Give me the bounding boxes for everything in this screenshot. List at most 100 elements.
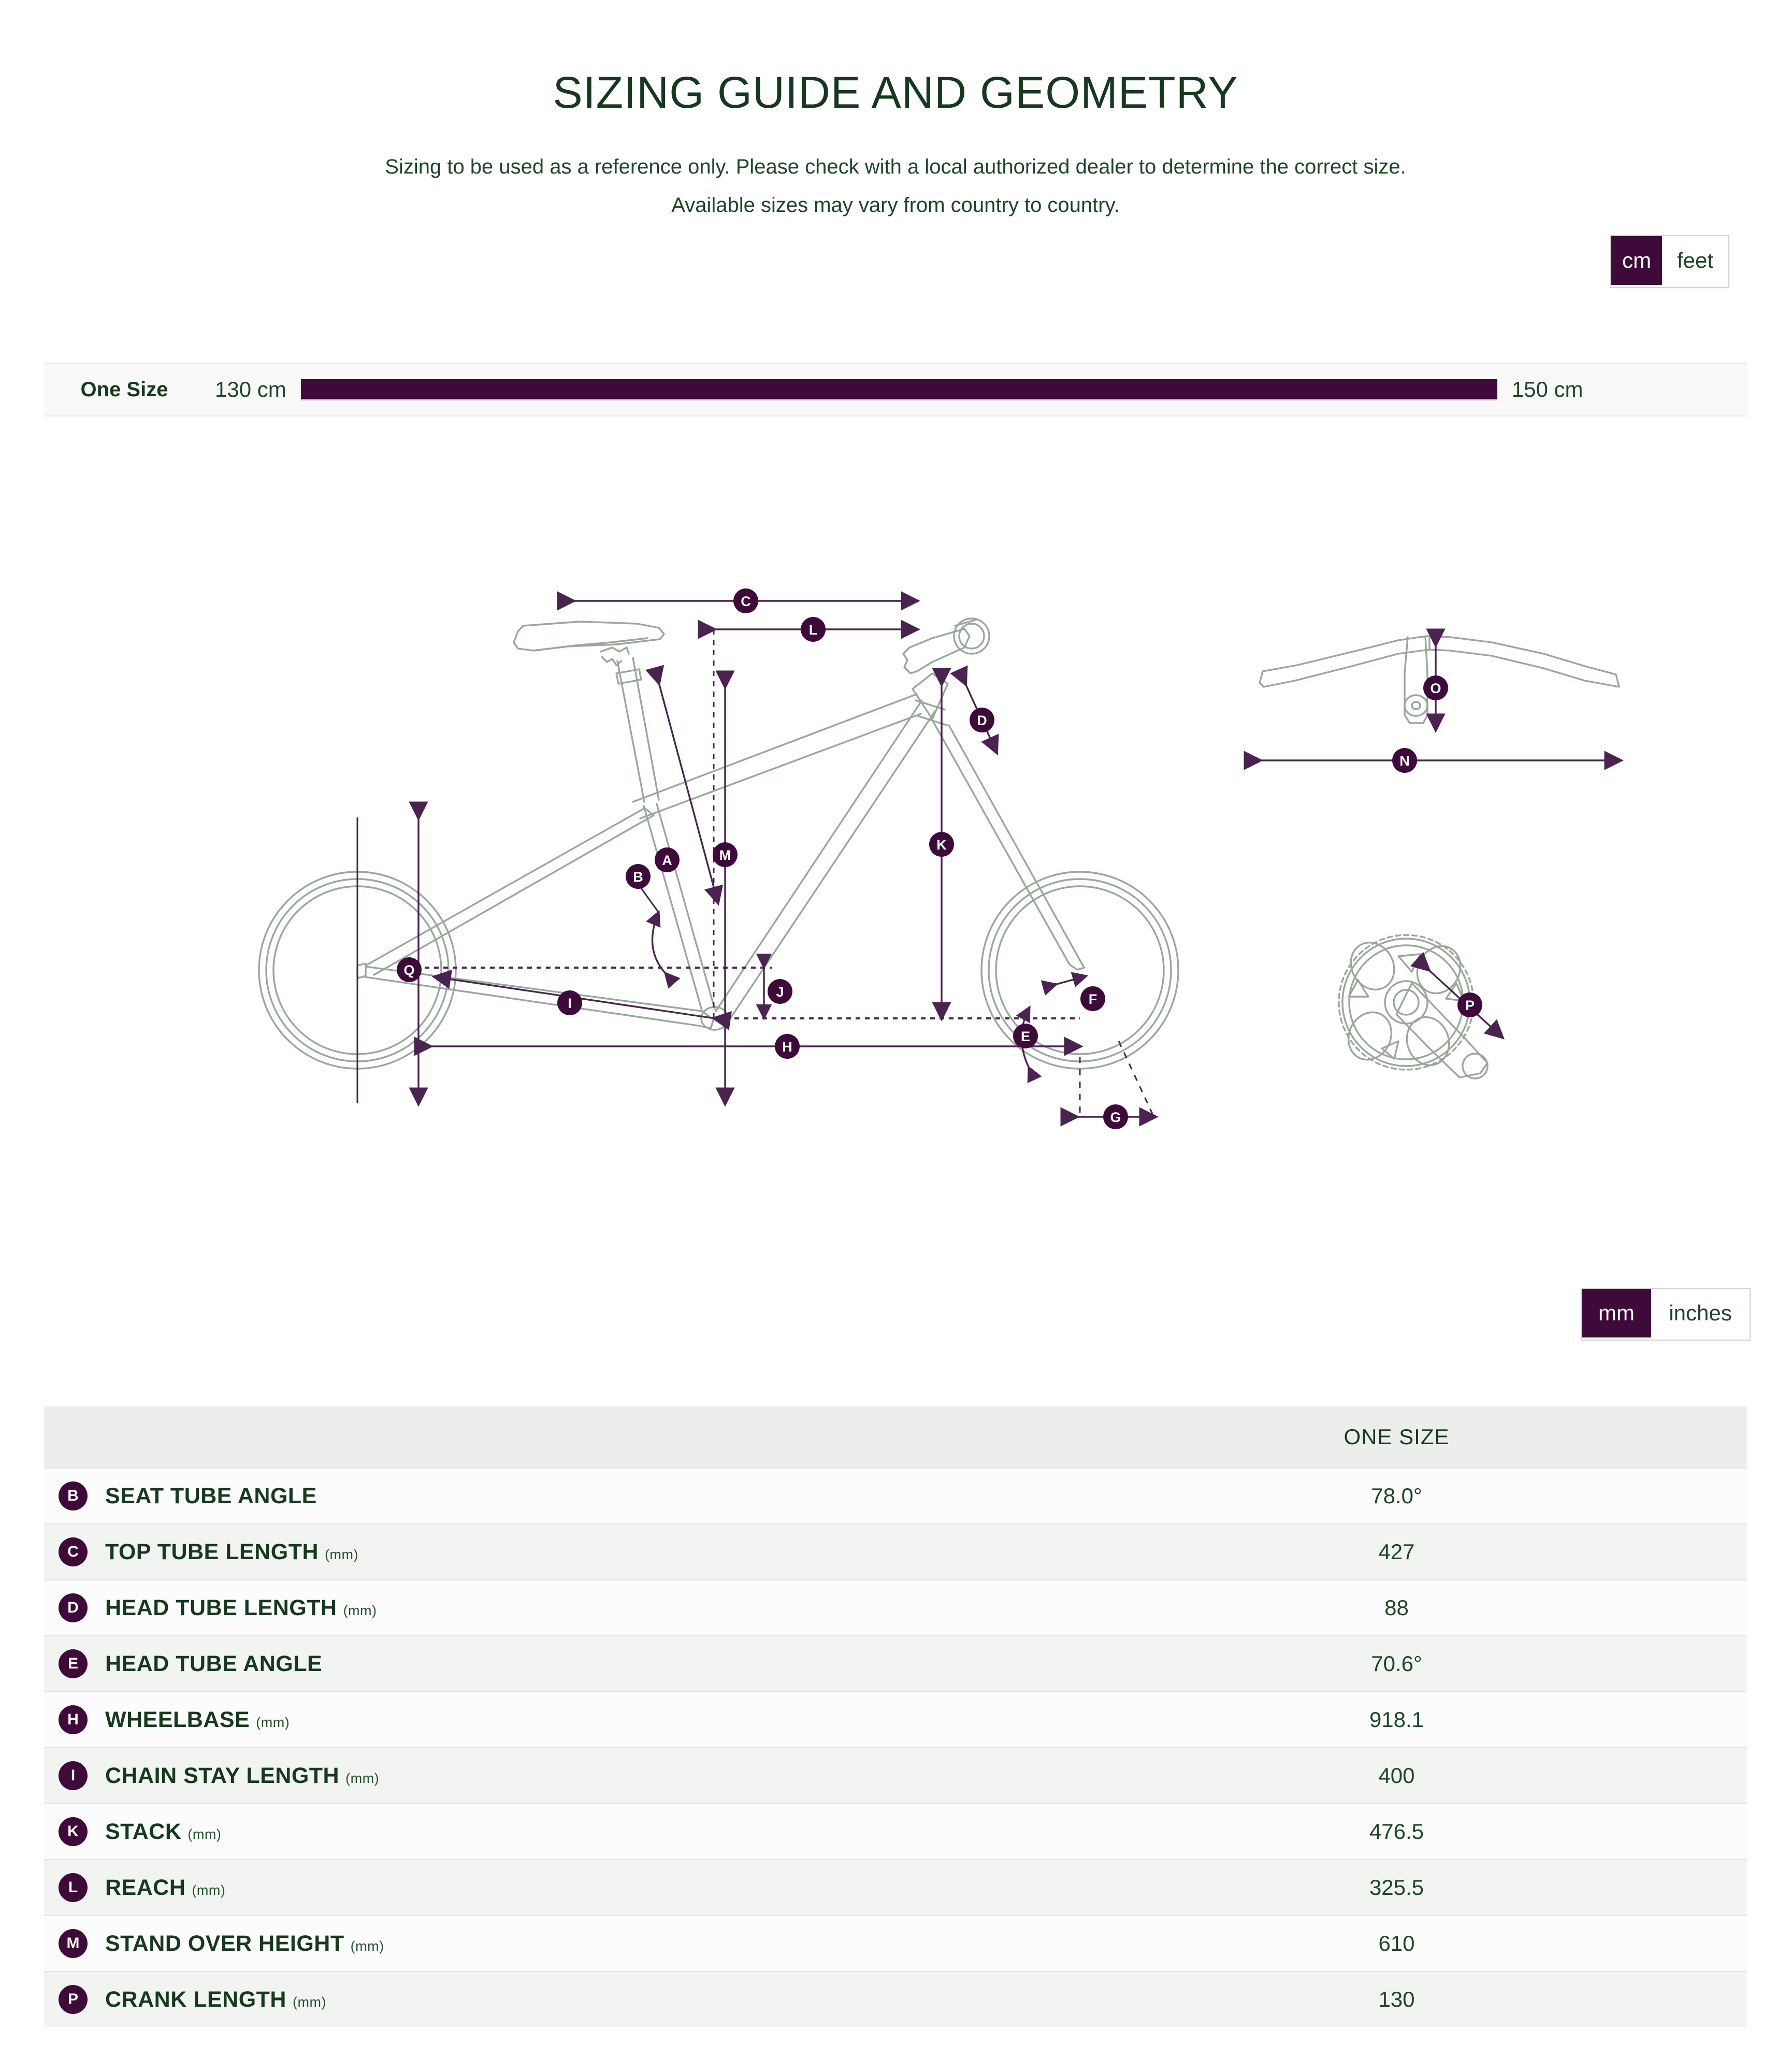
parameter-unit: (mm) [187, 1826, 222, 1842]
parameter-badge: B [59, 1481, 88, 1510]
svg-text:H: H [782, 1039, 792, 1055]
size-range-min: 130 cm [215, 377, 286, 401]
geometry-table: ONE SIZE B SEAT TUBE ANGLE 78.0° C TOP TUBE … [44, 1406, 1747, 2027]
table-cell-value: 400 [1378, 1763, 1415, 1788]
table-row: E HEAD TUBE ANGLE 70.6° [44, 1635, 1747, 1691]
svg-text:M: M [719, 847, 731, 863]
parameter-name: CHAIN STAY LENGTH (mm) [105, 1763, 380, 1788]
callout-H: H [775, 1034, 800, 1059]
table-cell-parameter: H WHEELBASE (mm) [44, 1705, 1046, 1734]
callout-K: K [929, 832, 954, 857]
parameter-name: REACH (mm) [105, 1875, 226, 1900]
table-cell-parameter: C TOP TUBE LENGTH (mm) [44, 1537, 1046, 1566]
svg-text:K: K [936, 837, 947, 853]
table-row: I CHAIN STAY LENGTH (mm) 400 [44, 1747, 1747, 1803]
table-cell-value: 427 [1378, 1539, 1415, 1564]
parameter-unit: (mm) [192, 1882, 226, 1898]
table-cell-parameter: D HEAD TUBE LENGTH (mm) [44, 1593, 1046, 1622]
size-label: One Size [80, 378, 168, 401]
table-row: D HEAD TUBE LENGTH (mm) 88 [44, 1579, 1747, 1635]
table-body: B SEAT TUBE ANGLE 78.0° C TOP TUBE LENGTH (mm… [44, 1467, 1747, 2027]
table-row: M STAND OVER HEIGHT (mm) 610 [44, 1915, 1747, 1971]
svg-text:F: F [1089, 991, 1097, 1007]
table-row: L REACH (mm) 325.5 [44, 1859, 1747, 1915]
subtitle-line-1: Sizing to be used as a reference only. P… [385, 155, 1406, 178]
parameter-name: TOP TUBE LENGTH (mm) [105, 1539, 359, 1564]
table-cell-value: 88 [1384, 1595, 1409, 1620]
svg-text:E: E [1021, 1029, 1030, 1044]
table-row: C TOP TUBE LENGTH (mm) 427 [44, 1523, 1747, 1579]
diagram-callouts: C L D A M K B [397, 588, 1482, 1129]
table-cell-parameter: K STACK (mm) [44, 1817, 1046, 1846]
parameter-name: STACK (mm) [105, 1819, 222, 1844]
callout-M: M [713, 842, 738, 867]
table-cell-value: 325.5 [1369, 1875, 1424, 1900]
bike-diagram-svg: C L D A M K B [258, 588, 1624, 1129]
table-row: B SEAT TUBE ANGLE 78.0° [44, 1467, 1747, 1523]
parameter-name: CRANK LENGTH (mm) [105, 1987, 326, 2012]
table-cell-value: 476.5 [1369, 1819, 1424, 1844]
table-cell-parameter: P CRANK LENGTH (mm) [44, 1985, 1046, 2014]
callout-L: L [801, 617, 826, 642]
table-cell-value: 610 [1378, 1931, 1415, 1955]
svg-text:L: L [809, 622, 818, 638]
parameter-name: HEAD TUBE ANGLE [105, 1651, 323, 1676]
parameter-badge: K [59, 1817, 88, 1846]
svg-text:Q: Q [403, 962, 414, 978]
table-row: K STACK (mm) 476.5 [44, 1803, 1747, 1859]
table-cell-value: 70.6° [1371, 1651, 1422, 1676]
table-cell-parameter: M STAND OVER HEIGHT (mm) [44, 1929, 1046, 1958]
parameter-badge: L [59, 1873, 88, 1902]
callout-I: I [557, 990, 582, 1015]
callout-C: C [733, 588, 758, 613]
parameter-name: HEAD TUBE LENGTH (mm) [105, 1595, 377, 1620]
parameter-badge: E [59, 1649, 88, 1678]
table-cell-parameter: E HEAD TUBE ANGLE [44, 1649, 1046, 1678]
callout-A: A [655, 847, 680, 872]
table-cell-parameter: B SEAT TUBE ANGLE [44, 1481, 1046, 1510]
callout-P: P [1457, 992, 1482, 1017]
unit-option-feet[interactable]: feet [1662, 236, 1728, 285]
svg-text:I: I [568, 996, 572, 1011]
callout-G: G [1103, 1104, 1128, 1129]
page-subtitle: Sizing to be used as a reference only. P… [0, 148, 1791, 224]
height-unit-toggle[interactable]: cm feet [1610, 235, 1729, 288]
parameter-name: STAND OVER HEIGHT (mm) [105, 1931, 384, 1956]
subtitle-line-2: Available sizes may vary from country to… [671, 194, 1120, 217]
callout-N: N [1392, 748, 1417, 773]
unit-option-mm[interactable]: mm [1582, 1289, 1651, 1337]
parameter-badge: C [59, 1537, 88, 1566]
parameter-unit: (mm) [325, 1546, 359, 1562]
parameter-unit: (mm) [292, 1994, 326, 2010]
table-cell-parameter: I CHAIN STAY LENGTH (mm) [44, 1761, 1046, 1790]
table-cell-value: 78.0° [1371, 1484, 1422, 1508]
callout-E: E [1013, 1024, 1038, 1048]
svg-text:O: O [1430, 681, 1441, 696]
page-title: SIZING GUIDE AND GEOMETRY [553, 67, 1238, 118]
svg-text:J: J [776, 984, 784, 1000]
parameter-unit: (mm) [256, 1714, 290, 1730]
svg-text:C: C [741, 594, 751, 609]
measure-unit-toggle[interactable]: mm inches [1581, 1288, 1751, 1341]
table-row: H WHEELBASE (mm) 918.1 [44, 1691, 1747, 1747]
table-header-row: ONE SIZE [44, 1406, 1747, 1467]
parameter-badge: P [59, 1985, 88, 2014]
size-range-row: One Size 130 cm 150 cm [44, 363, 1747, 416]
unit-option-inches[interactable]: inches [1651, 1289, 1750, 1337]
svg-text:G: G [1110, 1110, 1121, 1125]
callout-F: F [1080, 986, 1105, 1011]
parameter-unit: (mm) [343, 1602, 377, 1618]
unit-option-cm[interactable]: cm [1611, 236, 1662, 285]
callout-D: D [970, 708, 994, 732]
svg-text:A: A [662, 853, 672, 868]
table-cell-parameter: L REACH (mm) [44, 1873, 1046, 1902]
bike-geometry-diagram: C L D A M K B [0, 518, 1791, 1254]
size-range-bar [300, 379, 1497, 400]
table-cell-value: 130 [1378, 1987, 1415, 2011]
parameter-badge: H [59, 1705, 88, 1734]
parameter-badge: I [59, 1761, 88, 1790]
parameter-name: SEAT TUBE ANGLE [105, 1483, 317, 1508]
size-range-max: 150 cm [1511, 377, 1583, 401]
parameter-badge: M [59, 1929, 88, 1958]
